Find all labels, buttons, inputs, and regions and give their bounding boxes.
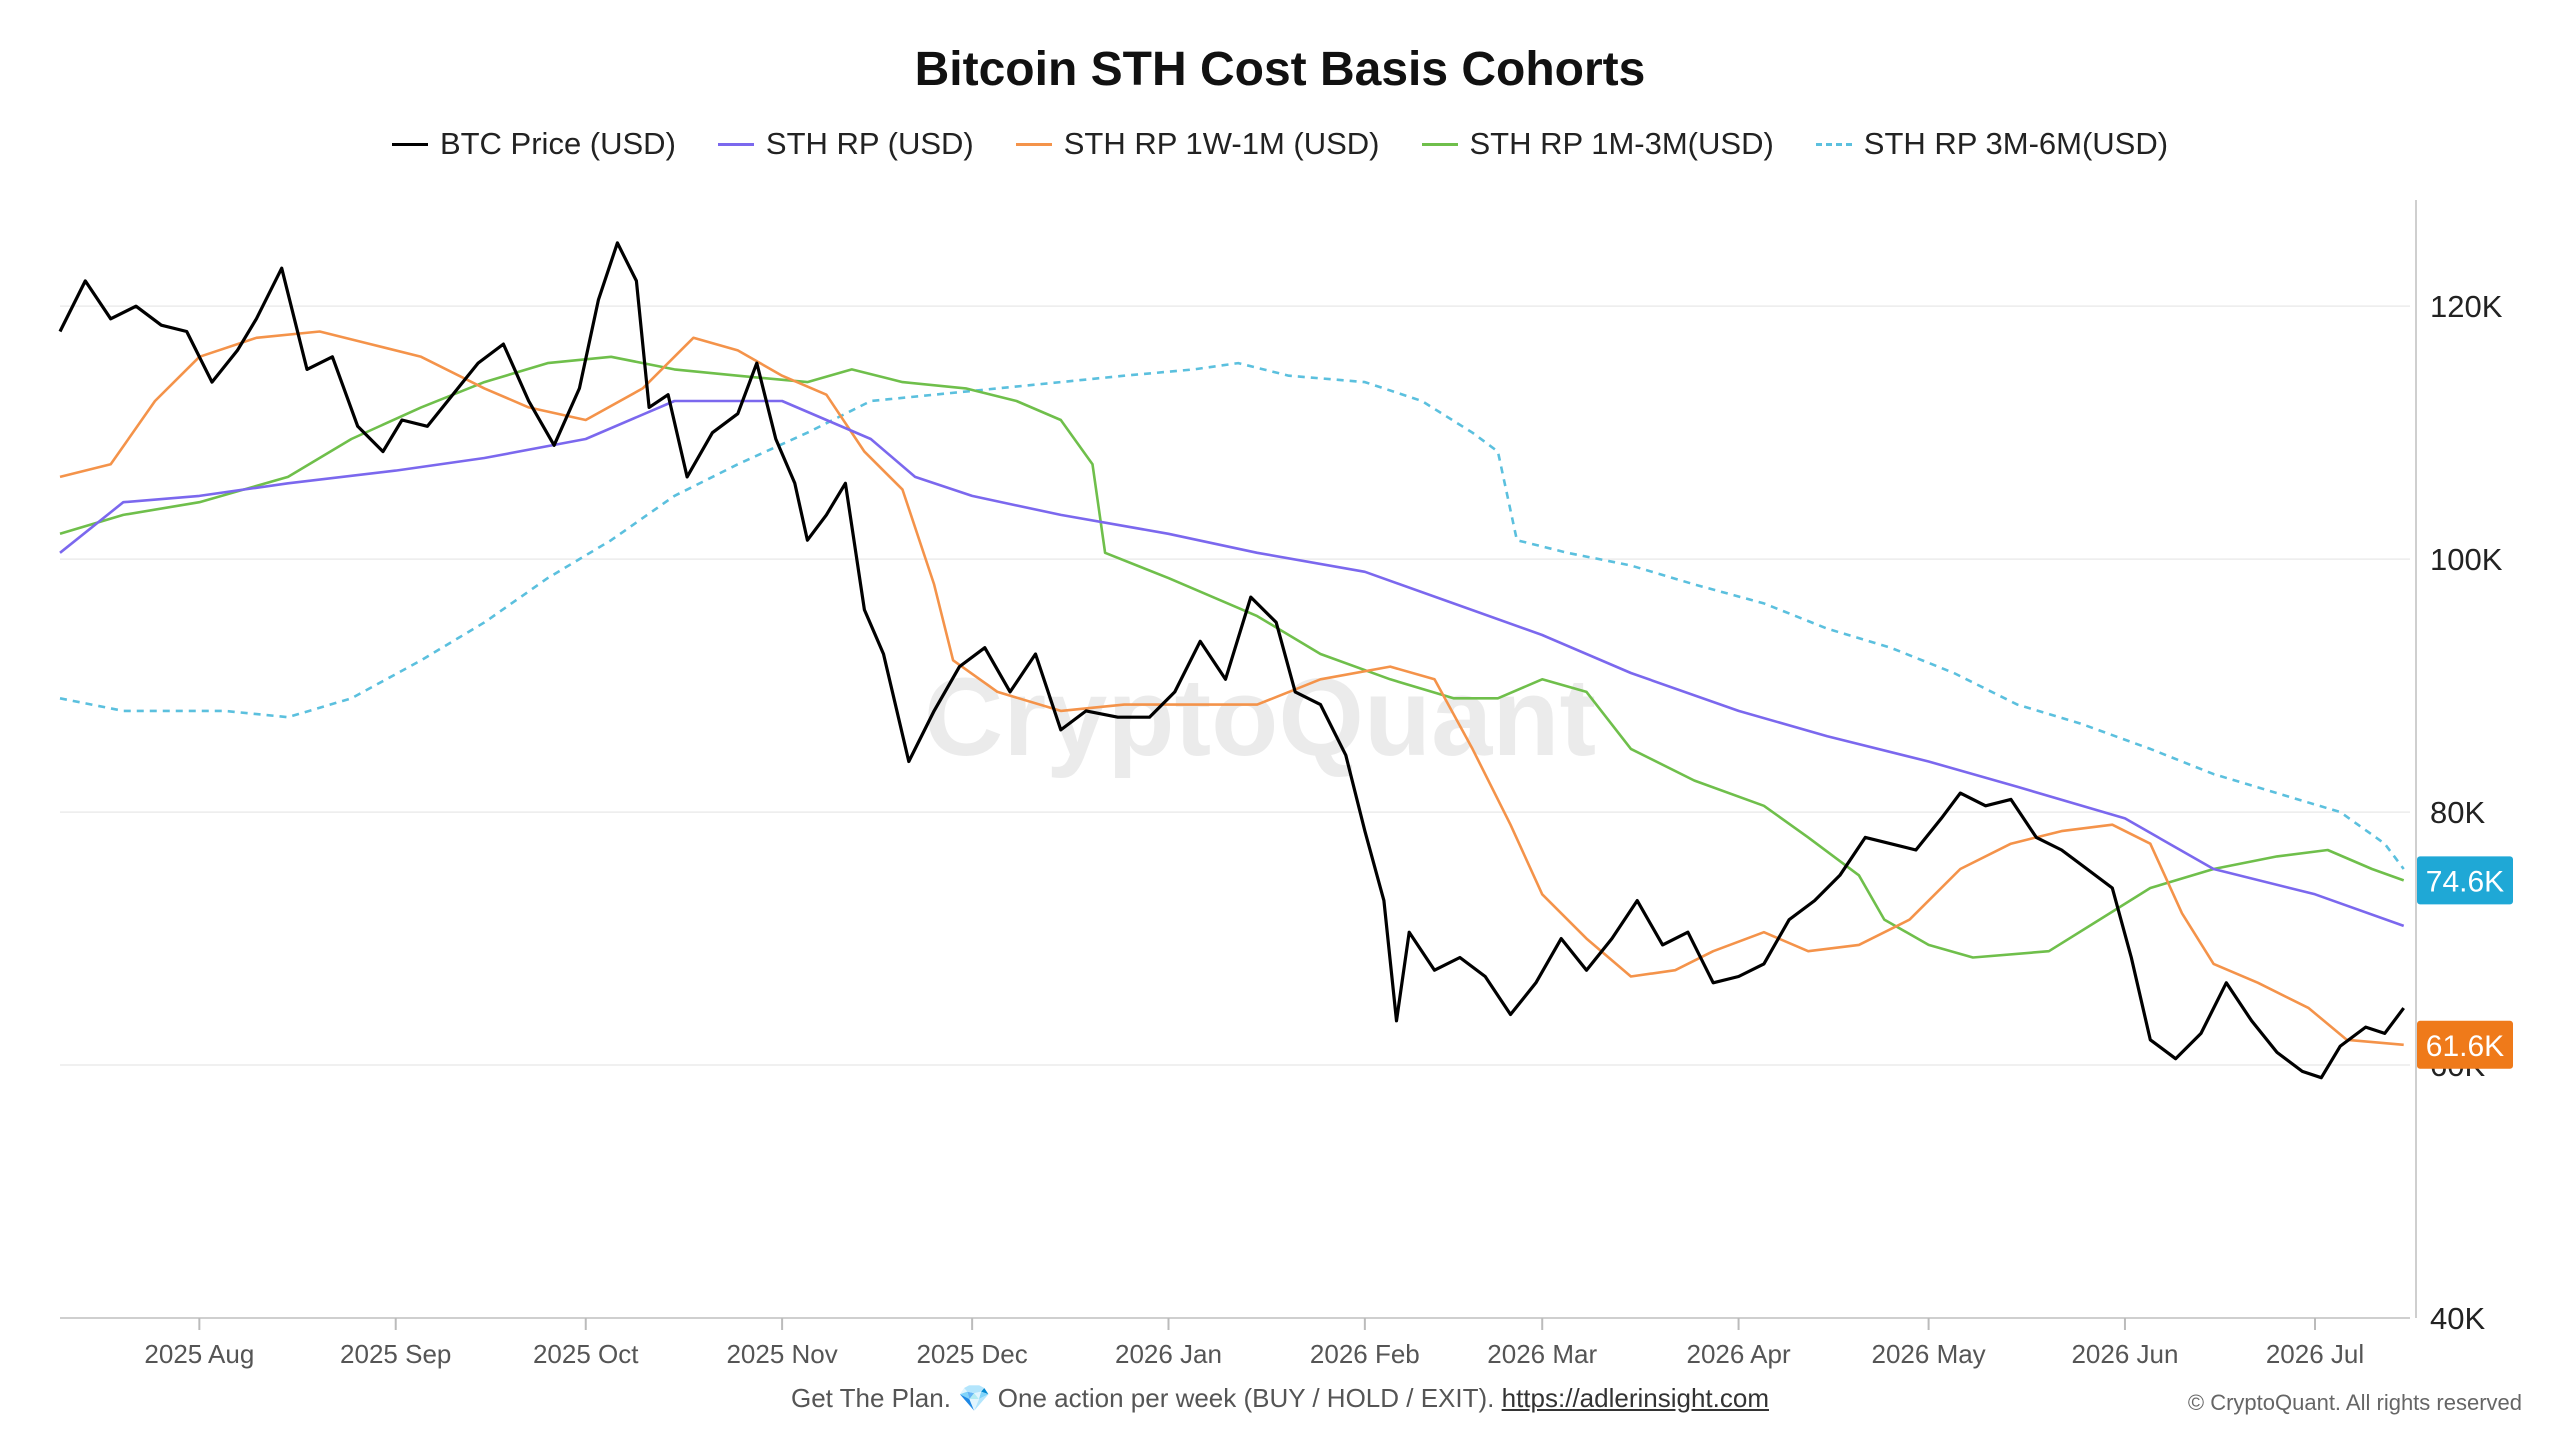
x-tick-label: 2025 Sep (340, 1339, 451, 1369)
value-badges: 74.6K 61.6K (2417, 856, 2513, 1069)
x-tick-label: 2025 Oct (533, 1339, 639, 1369)
value-badge-sth-rp-3m-6m (2417, 856, 2513, 905)
legend-item-sth-rp-1w-1m[interactable]: STH RP 1W-1M (USD) (1015, 126, 1380, 162)
y-tick-label: 80K (2430, 795, 2485, 830)
x-tick-label: 2026 Apr (1687, 1339, 1791, 1369)
x-tick-label: 2026 Jan (1115, 1339, 1222, 1369)
copyright-notice: © CryptoQuant. All rights reserved (2187, 1390, 2522, 1415)
x-tick-label: 2026 Jun (2071, 1339, 2178, 1369)
footer-link[interactable]: https://adlerinsight.com (1501, 1383, 1769, 1413)
legend-label-sth-rp: STH RP (USD) (765, 126, 974, 161)
watermark-text: CryptoQuant (924, 656, 1596, 779)
x-tick-label: 2026 Feb (1310, 1339, 1420, 1369)
x-tick-label: 2026 Mar (1487, 1339, 1597, 1369)
legend-swatch-sth-rp-3m-6m (1815, 142, 1852, 146)
series-line-sth-rp-3m-6m (59, 361, 2405, 870)
series-line-sth-rp (59, 399, 2405, 928)
x-tick-label: 2026 Jul (2266, 1339, 2364, 1369)
x-tick-label: 2026 May (1872, 1339, 1986, 1369)
chart-title: Bitcoin STH Cost Basis Cohorts (914, 43, 1646, 96)
legend-label-sth-rp-1m-3m: STH RP 1M-3M(USD) (1469, 126, 1774, 161)
legend-swatch-btc-price (391, 142, 428, 146)
value-badge-label: 61.6K (2426, 1030, 2504, 1063)
legend-item-btc-price[interactable]: BTC Price (USD) (391, 126, 676, 162)
x-tick-label: 2025 Aug (144, 1339, 254, 1369)
legend-swatch-sth-rp-1m-3m (1421, 142, 1458, 146)
legend-label-sth-rp-3m-6m: STH RP 3M-6M(USD) (1863, 126, 2169, 161)
chart-legend: BTC Price (USD) STH RP (USD) STH RP 1W-1… (0, 126, 2560, 162)
legend-item-sth-rp-1m-3m[interactable]: STH RP 1M-3M(USD) (1421, 126, 1774, 162)
legend-swatch-sth-rp-1w-1m (1015, 142, 1052, 146)
y-tick-label: 100K (2430, 542, 2503, 577)
legend-swatch-sth-rp (717, 142, 754, 146)
x-tick-label: 2025 Nov (726, 1339, 837, 1369)
gridlines (60, 305, 2410, 1319)
legend-item-sth-rp[interactable]: STH RP (USD) (717, 126, 974, 162)
x-tick-label: 2025 Dec (916, 1339, 1027, 1369)
diamond-icon: 💎 (958, 1383, 991, 1413)
y-tick-label: 120K (2430, 289, 2503, 324)
footer-text-before: Get The Plan. (791, 1383, 951, 1413)
footer-text-after: One action per week (BUY / HOLD / EXIT). (997, 1383, 1495, 1413)
series-line-btc-price (58, 241, 2405, 1080)
series-lines (58, 241, 2405, 1080)
value-badge-label: 74.6K (2426, 865, 2504, 898)
legend-label-btc-price: BTC Price (USD) (439, 126, 676, 161)
footer-promo: Get The Plan. 💎 One action per week (BUY… (0, 1383, 2560, 1414)
series-line-sth-rp-1w-1m (59, 330, 2404, 1047)
series-line-sth-rp-1m-3m (59, 355, 2405, 959)
legend-label-sth-rp-1w-1m: STH RP 1W-1M (USD) (1063, 126, 1380, 161)
legend-item-sth-rp-3m-6m[interactable]: STH RP 3M-6M(USD) (1815, 126, 2169, 162)
y-tick-label: 40K (2430, 1301, 2485, 1336)
value-badge-sth-rp-1w-1m (2417, 1020, 2513, 1069)
